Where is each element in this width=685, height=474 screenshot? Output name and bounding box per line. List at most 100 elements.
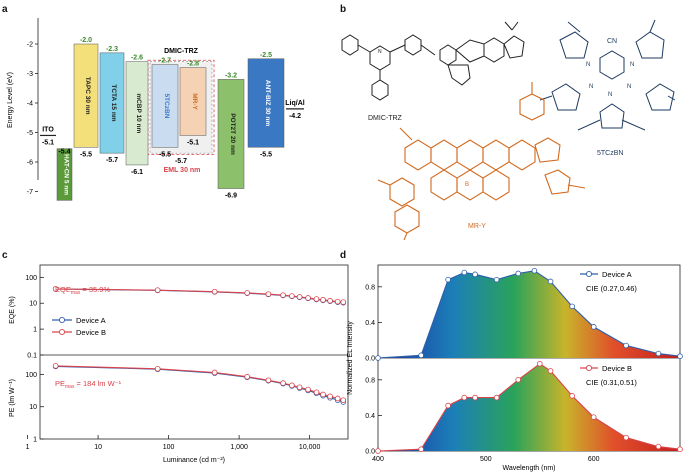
cie-device-b: CIE (0.31,0.51)	[586, 378, 637, 387]
layer-bar	[125, 61, 149, 166]
panel-d-chart: Normalized EL Intensity Wavelength (nm) …	[347, 264, 683, 472]
y-tick-label: 1	[33, 437, 37, 444]
panel-d-ylabel: Normalized EL Intensity	[347, 321, 354, 395]
panel-d-legend-a: Device A CIE (0.27,0.46)	[580, 270, 637, 293]
data-point	[547, 278, 554, 285]
y-tick-label: 100	[25, 275, 37, 282]
atom-cn: CN	[607, 38, 617, 45]
data-point	[334, 298, 341, 305]
data-point	[655, 443, 662, 450]
atom-n: N	[586, 62, 590, 68]
x-tick-label: 1,000	[230, 444, 248, 451]
data-point	[211, 369, 218, 376]
layer-name: mCBP 10 nm	[135, 93, 142, 133]
data-point	[52, 286, 59, 292]
5tczbn-structure: CN N N N N N	[539, 19, 676, 131]
data-point	[305, 295, 311, 301]
layer-bar	[217, 79, 245, 189]
y-tick-label: 0.8	[365, 284, 375, 291]
data-point	[154, 365, 161, 372]
data-point	[265, 291, 272, 297]
level-value: -4.2	[289, 113, 301, 120]
layer-name: ITO	[42, 126, 54, 133]
layer-bar	[56, 148, 73, 201]
layer-bar	[99, 52, 125, 154]
homo-value: -5.1	[187, 139, 199, 146]
y-tick-label: 0.4	[365, 413, 375, 420]
data-point	[296, 294, 303, 300]
series-line	[377, 363, 681, 452]
y-tick-label: 0.4	[365, 320, 375, 327]
pe-max-annotation: PEmax = 184 lm W⁻¹	[55, 379, 122, 390]
panel-d-legend-b: Device B CIE (0.31,0.51)	[580, 364, 637, 387]
homo-value: -5.5	[260, 151, 272, 158]
data-point	[623, 342, 629, 349]
data-point	[313, 296, 320, 302]
x-tick-label: 400	[372, 456, 384, 463]
panel-b-label: b	[340, 4, 346, 15]
lumo-value: -2.0	[80, 37, 92, 44]
panel-a-energy-diagram: Energy Level (eV) -2 -3 -4 -5 -6 -7 DMIC-TRZ I…	[7, 18, 305, 201]
data-point	[305, 386, 311, 393]
layer-bar	[247, 58, 285, 148]
atom-n: N	[589, 84, 593, 90]
data-point	[211, 288, 218, 295]
data-point	[515, 376, 522, 383]
legend-device-b: Device B	[602, 364, 632, 373]
data-point	[327, 393, 333, 400]
data-point	[536, 360, 543, 367]
data-point	[375, 448, 381, 454]
layer-name: POT2T 20 nm	[229, 113, 236, 155]
layer-name: Liq/Al	[285, 100, 304, 107]
y-tick-label: 1	[33, 327, 37, 334]
y-tick-label: 0.8	[365, 377, 375, 384]
legend-device-a: Device A	[602, 270, 632, 279]
atom-n: N	[608, 92, 612, 98]
y-tick-label: 100	[25, 372, 37, 379]
x-tick-label: 10,000	[299, 444, 321, 451]
panel-a-ylabel: Energy Level (eV)	[7, 72, 14, 128]
layer-name: TAPC 30 nm	[84, 77, 91, 115]
eml-label: EML 30 nm	[164, 167, 201, 174]
eqe-max-annotation: EQEmax = 35.9%	[55, 285, 110, 296]
homo-value: -5.5	[80, 151, 92, 158]
panel-c-label: c	[2, 250, 8, 261]
homo-value: -5.7	[106, 157, 118, 164]
data-point	[445, 276, 451, 283]
data-point	[244, 373, 250, 380]
data-point	[334, 395, 341, 402]
data-point	[623, 434, 629, 441]
panel-d-xlabel: Wavelength (nm)	[502, 465, 555, 472]
data-point	[445, 402, 451, 409]
data-point	[280, 292, 286, 298]
data-point	[265, 377, 272, 384]
data-point	[296, 384, 303, 391]
data-point	[340, 299, 347, 305]
y-tick-label: -7	[27, 189, 33, 196]
x-tick-label: 500	[480, 456, 492, 463]
y-tick-label: 0.0	[365, 449, 375, 456]
x-tick-label: 600	[588, 456, 600, 463]
y-tick-label: 10	[29, 404, 37, 411]
lumo-value: -2.3	[106, 46, 118, 53]
atom-n: N	[630, 62, 634, 68]
data-point	[569, 303, 575, 310]
homo-value: -5.5	[159, 151, 171, 158]
layer-bar	[151, 64, 179, 148]
legend-device-a: Device A	[76, 316, 106, 325]
data-point	[547, 368, 554, 374]
data-point	[677, 446, 683, 453]
data-point	[327, 297, 333, 304]
5tczbn-caption: 5TCzBN	[597, 150, 623, 157]
x-tick-label: 100	[163, 444, 175, 451]
y-tick-label: -5	[27, 130, 33, 137]
spectrum-area	[378, 270, 680, 358]
data-point	[569, 393, 575, 399]
y-tick-label: -3	[27, 71, 33, 78]
data-point	[590, 324, 597, 330]
data-point	[655, 350, 662, 357]
layer-name: HAT-CN 5 nm	[63, 154, 70, 195]
homo-value: -6.1	[131, 169, 143, 176]
dmic-trz-caption: DMIC-TRZ	[368, 115, 403, 122]
data-point	[493, 276, 500, 283]
